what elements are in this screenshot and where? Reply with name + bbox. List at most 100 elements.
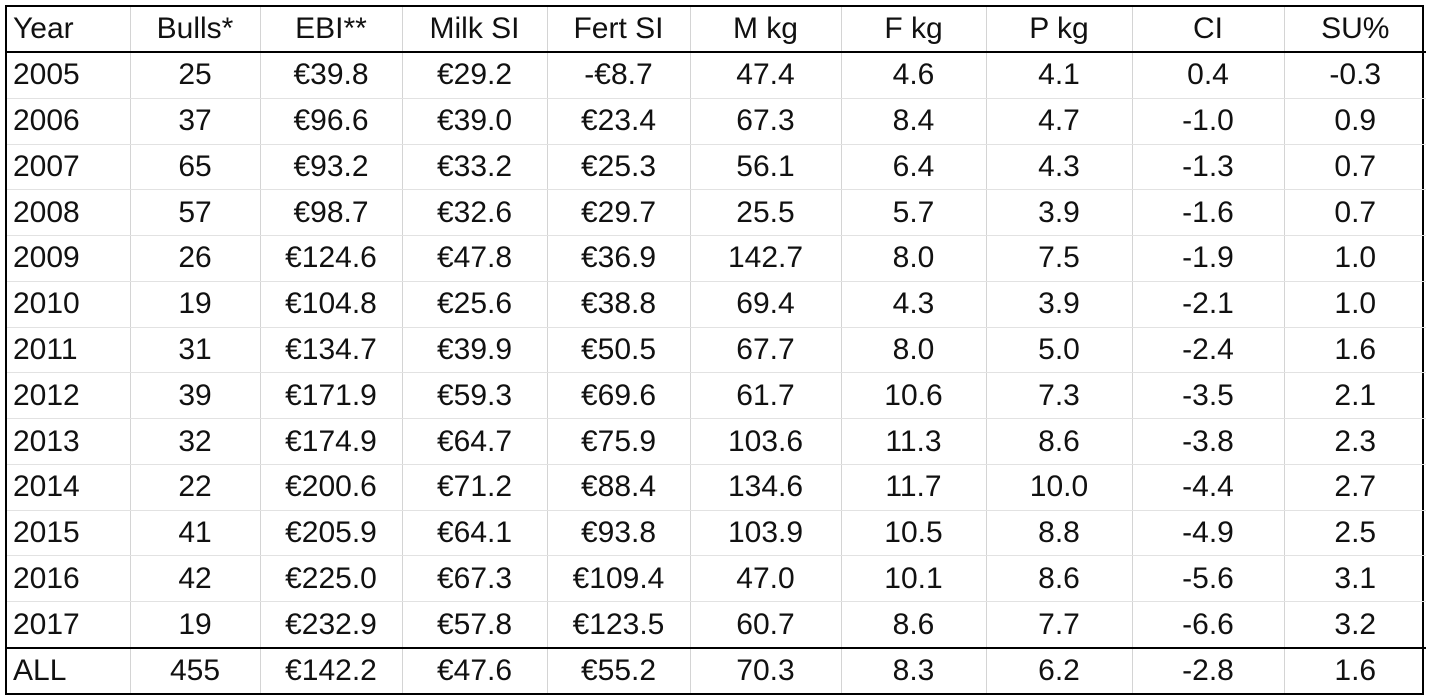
table-cell: €124.6 [260,235,403,282]
table-cell: 2.5 [1284,510,1426,557]
table-row: 2016 42 €225.0 €67.3 €109.4 47.0 10.1 8.6 -5.6 3.… [7,555,1426,603]
table-cell: 41 [130,510,261,557]
table-cell: 8.0 [841,235,987,282]
table-cell: 47.4 [690,52,842,99]
table-cell: 6.4 [841,144,987,191]
table-cell: 142.7 [690,235,842,282]
table-cell: -1.9 [1132,235,1285,282]
table-cell: -3.5 [1132,372,1285,420]
table-cell: 10.0 [986,464,1133,511]
table-cell: 8.0 [841,327,987,374]
table-cell: 2015 [7,510,131,557]
table-cell: 2009 [7,235,131,282]
table-cell: €23.4 [547,98,691,145]
table-cell: €232.9 [260,601,403,649]
table-cell: 2017 [7,601,131,649]
table-cell: 2008 [7,189,131,237]
table-cell: -1.6 [1132,189,1285,237]
table-cell: 3.9 [986,281,1133,328]
table-cell: 103.6 [690,418,842,465]
table-cell: 57 [130,189,261,237]
column-header: F kg [841,7,987,53]
table-cell: €71.2 [402,464,548,511]
table-cell: €88.4 [547,464,691,511]
table-cell: €75.9 [547,418,691,465]
table-cell: 65 [130,144,261,191]
table-cell: €109.4 [547,555,691,603]
table-cell: 10.5 [841,510,987,557]
table-cell: 2.3 [1284,418,1426,465]
table-cell: 2.1 [1284,372,1426,420]
table-cell: 2007 [7,144,131,191]
table-cell: -0.3 [1284,52,1426,99]
total-cell: 455 [130,647,261,693]
table-cell: €174.9 [260,418,403,465]
table-cell: 2012 [7,372,131,420]
table-cell: 19 [130,601,261,649]
table-row: 2006 37 €96.6 €39.0 €23.4 67.3 8.4 4.7 -1.0 0.9 [7,98,1426,145]
table-row: 2017 19 €232.9 €57.8 €123.5 60.7 8.6 7.7 -6.6 3.2 [7,601,1426,649]
table-cell: €38.8 [547,281,691,328]
table-cell: -6.6 [1132,601,1285,649]
table-cell: €225.0 [260,555,403,603]
table-cell: 10.1 [841,555,987,603]
table-cell: 0.7 [1284,144,1426,191]
table-row: 2014 22 €200.6 €71.2 €88.4 134.6 11.7 10.0 -4.4 2… [7,464,1426,511]
table-cell: -5.6 [1132,555,1285,603]
table-row: 2011 31 €134.7 €39.9 €50.5 67.7 8.0 5.0 -2.4 1.6 [7,327,1426,374]
table-cell: 42 [130,555,261,603]
table-cell: €64.1 [402,510,548,557]
table-cell: €96.6 [260,98,403,145]
table-cell: 56.1 [690,144,842,191]
table-row: 2007 65 €93.2 €33.2 €25.3 56.1 6.4 4.3 -1.3 0.7 [7,144,1426,191]
table-cell: 1.0 [1284,235,1426,282]
column-header: EBI** [260,7,403,53]
table-cell: 134.6 [690,464,842,511]
table-cell: €39.0 [402,98,548,145]
table-cell: 2.7 [1284,464,1426,511]
table-cell: €93.8 [547,510,691,557]
table-cell: 8.4 [841,98,987,145]
table-row: 2012 39 €171.9 €59.3 €69.6 61.7 10.6 7.3 -3.5 2.1 [7,372,1426,420]
column-header: M kg [690,7,842,53]
table-cell: 8.6 [986,555,1133,603]
table-cell: €93.2 [260,144,403,191]
table-cell: 5.7 [841,189,987,237]
column-header: SU% [1284,7,1426,53]
total-cell: 70.3 [690,647,842,693]
table-cell: €36.9 [547,235,691,282]
column-header: Year [7,7,131,53]
table-cell: 10.6 [841,372,987,420]
table-cell: 5.0 [986,327,1133,374]
table-cell: 1.6 [1284,327,1426,374]
table-cell: €29.2 [402,52,548,99]
table-row: 2013 32 €174.9 €64.7 €75.9 103.6 11.3 8.6 -3.8 2.… [7,418,1426,465]
table-cell: 2016 [7,555,131,603]
table-cell: €57.8 [402,601,548,649]
bull-proof-table: Year Bulls* EBI** Milk SI Fert SI M kg F kg P k… [7,7,1426,693]
table-cell: €98.7 [260,189,403,237]
table-cell: 3.9 [986,189,1133,237]
table-row: 2005 25 €39.8 €29.2 -€8.7 47.4 4.6 4.1 0.4 -0.3 [7,52,1426,99]
table-cell: 25.5 [690,189,842,237]
table-cell: €69.6 [547,372,691,420]
table-cell: €39.8 [260,52,403,99]
table-cell: 32 [130,418,261,465]
table-cell: 11.7 [841,464,987,511]
total-cell: €47.6 [402,647,548,693]
total-cell: 8.3 [841,647,987,693]
table-cell: 0.9 [1284,98,1426,145]
table-cell: 25 [130,52,261,99]
table-cell: €29.7 [547,189,691,237]
table-cell: €64.7 [402,418,548,465]
total-cell: 1.6 [1284,647,1426,693]
table-cell: €33.2 [402,144,548,191]
table-cell: 4.1 [986,52,1133,99]
table-cell: 67.7 [690,327,842,374]
table-cell: €25.3 [547,144,691,191]
table-cell: -€8.7 [547,52,691,99]
table-cell: 2005 [7,52,131,99]
table-row: 2010 19 €104.8 €25.6 €38.8 69.4 4.3 3.9 -2.1 1.0 [7,281,1426,328]
total-cell: ALL [7,647,131,693]
table-cell: 2010 [7,281,131,328]
